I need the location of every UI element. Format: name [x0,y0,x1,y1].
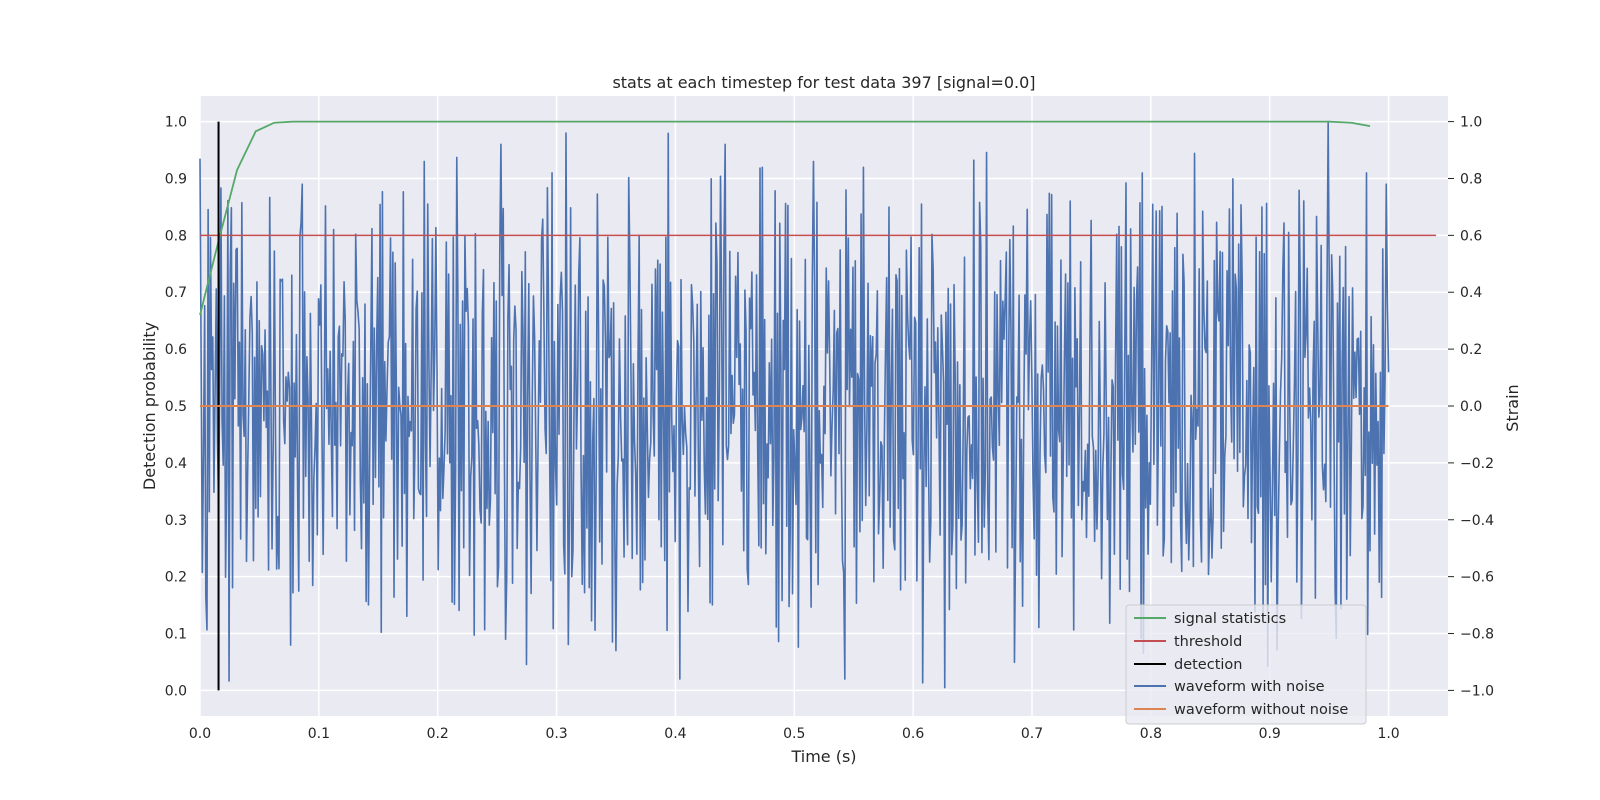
y-tick-label: 1.0 [165,115,187,131]
y-axis-ticks: 0.0 0.1 0.2 0.3 0.4 0.5 0.6 0.7 0.8 0.9 1.0 [165,115,187,700]
y2-tick-label: 0.0 [1460,399,1482,415]
y2-tick-label: 0.2 [1460,342,1482,358]
y2-tick-label: 0.4 [1460,285,1482,301]
legend-label-signal-statistics: signal statistics [1174,611,1286,627]
x-tick-label: 0.8 [1140,726,1162,742]
y2-tick-label: −0.8 [1460,627,1494,643]
legend-box [1125,604,1367,725]
y-axis-label: Detection probability [140,322,159,490]
x-tick-label: 0.6 [902,726,924,742]
x-axis-ticks: 0.0 0.1 0.2 0.3 0.4 0.5 0.6 0.7 0.8 0.9 1.0 [189,726,1400,742]
legend-label-threshold: threshold [1174,634,1242,650]
y-tick-label: 0.2 [165,570,187,586]
series-line-signal-statistics [199,120,1371,316]
y2-tick-label: −0.4 [1460,513,1494,529]
legend-label-waveform-with-noise: waveform with noise [1174,679,1325,695]
y2-tick-label: 0.6 [1460,228,1482,244]
x-tick-label: 0.2 [427,726,449,742]
y2-axis-ticks: −1.0 −0.8 −0.6 −0.4 −0.2 0.0 0.2 0.4 0.6 0.8 1.0 [1448,115,1494,699]
y-tick-label: 0.6 [165,342,187,358]
y-tick-label: 0.5 [165,399,187,415]
y-tick-label: 0.3 [165,513,187,529]
legend-label-waveform-without-noise: waveform without noise [1174,702,1348,718]
x-tick-label: 0.1 [308,726,330,742]
legend-label-detection: detection [1174,657,1242,673]
legend: signal statistics threshold detection wa… [1125,604,1367,725]
y2-tick-label: 1.0 [1460,115,1482,131]
x-tick-label: 0.7 [1021,726,1043,742]
y2-tick-label: −1.0 [1460,683,1494,699]
x-tick-label: 0.0 [189,726,211,742]
x-tick-label: 0.3 [545,726,567,742]
y2-tick-label: 0.8 [1460,171,1482,187]
x-axis-label: Time (s) [790,747,856,766]
x-tick-label: 1.0 [1377,726,1399,742]
series-layer [199,120,1437,691]
y-tick-label: 0.7 [165,285,187,301]
y2-tick-label: −0.2 [1460,456,1494,472]
y-tick-label: 0.0 [165,683,187,699]
x-tick-label: 0.5 [783,726,805,742]
y-tick-label: 0.9 [165,171,187,187]
y2-axis-label: Strain [1503,384,1522,431]
x-tick-label: 0.9 [1259,726,1281,742]
y-tick-label: 0.8 [165,228,187,244]
series-line-waveform-with-noise [199,120,1390,689]
x-tick-label: 0.4 [664,726,686,742]
y2-tick-label: −0.6 [1460,570,1494,586]
y-tick-label: 0.1 [165,627,187,643]
y-tick-label: 0.4 [165,456,187,472]
chart-title: stats at each timestep for test data 397… [612,73,1035,92]
